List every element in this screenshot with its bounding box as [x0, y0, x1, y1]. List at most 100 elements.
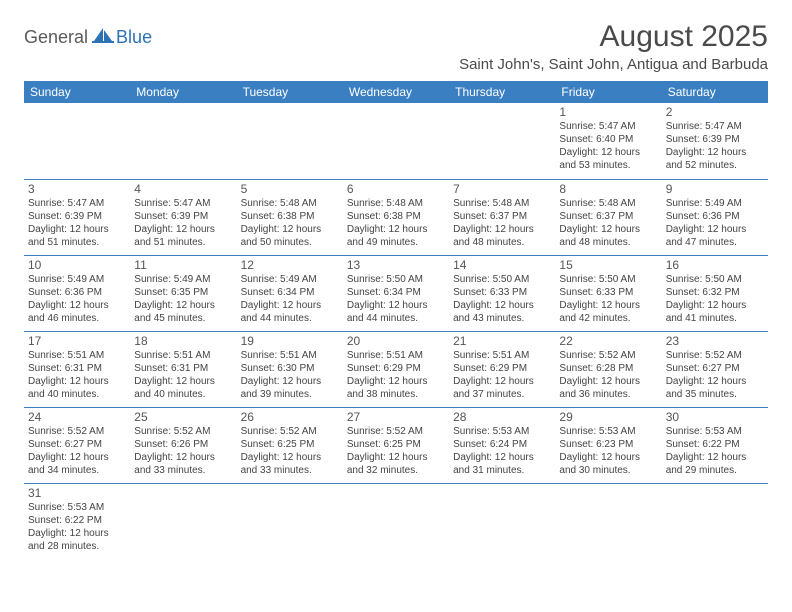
empty-cell — [237, 103, 343, 179]
day-cell: 20Sunrise: 5:51 AMSunset: 6:29 PMDayligh… — [343, 331, 449, 407]
day-info: Sunrise: 5:51 AMSunset: 6:31 PMDaylight:… — [134, 349, 232, 401]
day-number: 3 — [28, 182, 126, 196]
day-info: Sunrise: 5:49 AMSunset: 6:34 PMDaylight:… — [241, 273, 339, 325]
day-info: Sunrise: 5:47 AMSunset: 6:39 PMDaylight:… — [28, 197, 126, 249]
day-cell: 1Sunrise: 5:47 AMSunset: 6:40 PMDaylight… — [555, 103, 661, 179]
day-info: Sunrise: 5:47 AMSunset: 6:39 PMDaylight:… — [666, 120, 764, 172]
day-cell: 11Sunrise: 5:49 AMSunset: 6:35 PMDayligh… — [130, 255, 236, 331]
day-number: 8 — [559, 182, 657, 196]
day-cell: 3Sunrise: 5:47 AMSunset: 6:39 PMDaylight… — [24, 179, 130, 255]
day-cell: 17Sunrise: 5:51 AMSunset: 6:31 PMDayligh… — [24, 331, 130, 407]
logo: General Blue — [24, 20, 152, 49]
day-cell: 30Sunrise: 5:53 AMSunset: 6:22 PMDayligh… — [662, 407, 768, 483]
day-number: 19 — [241, 334, 339, 348]
day-info: Sunrise: 5:53 AMSunset: 6:22 PMDaylight:… — [28, 501, 126, 553]
day-cell: 14Sunrise: 5:50 AMSunset: 6:33 PMDayligh… — [449, 255, 555, 331]
empty-cell — [343, 103, 449, 179]
day-info: Sunrise: 5:52 AMSunset: 6:25 PMDaylight:… — [241, 425, 339, 477]
calendar-week-row: 24Sunrise: 5:52 AMSunset: 6:27 PMDayligh… — [24, 407, 768, 483]
day-info: Sunrise: 5:51 AMSunset: 6:30 PMDaylight:… — [241, 349, 339, 401]
header: General Blue August 2025 Saint John's, S… — [24, 20, 768, 73]
day-cell: 26Sunrise: 5:52 AMSunset: 6:25 PMDayligh… — [237, 407, 343, 483]
day-number: 16 — [666, 258, 764, 272]
day-cell: 16Sunrise: 5:50 AMSunset: 6:32 PMDayligh… — [662, 255, 768, 331]
day-info: Sunrise: 5:51 AMSunset: 6:29 PMDaylight:… — [453, 349, 551, 401]
day-info: Sunrise: 5:47 AMSunset: 6:40 PMDaylight:… — [559, 120, 657, 172]
day-number: 2 — [666, 105, 764, 119]
day-info: Sunrise: 5:49 AMSunset: 6:35 PMDaylight:… — [134, 273, 232, 325]
logo-text-general: General — [24, 27, 88, 48]
calendar-page: General Blue August 2025 Saint John's, S… — [0, 0, 792, 579]
day-number: 4 — [134, 182, 232, 196]
weekday-header: Wednesday — [343, 81, 449, 103]
location-subtitle: Saint John's, Saint John, Antigua and Ba… — [459, 56, 768, 73]
day-number: 11 — [134, 258, 232, 272]
day-info: Sunrise: 5:53 AMSunset: 6:24 PMDaylight:… — [453, 425, 551, 477]
day-cell: 25Sunrise: 5:52 AMSunset: 6:26 PMDayligh… — [130, 407, 236, 483]
empty-cell — [662, 483, 768, 559]
day-info: Sunrise: 5:50 AMSunset: 6:34 PMDaylight:… — [347, 273, 445, 325]
day-number: 14 — [453, 258, 551, 272]
empty-cell — [130, 483, 236, 559]
day-number: 25 — [134, 410, 232, 424]
day-info: Sunrise: 5:53 AMSunset: 6:22 PMDaylight:… — [666, 425, 764, 477]
day-info: Sunrise: 5:53 AMSunset: 6:23 PMDaylight:… — [559, 425, 657, 477]
sail-icon — [92, 26, 114, 49]
calendar-week-row: 1Sunrise: 5:47 AMSunset: 6:40 PMDaylight… — [24, 103, 768, 179]
day-number: 7 — [453, 182, 551, 196]
empty-cell — [130, 103, 236, 179]
day-info: Sunrise: 5:48 AMSunset: 6:37 PMDaylight:… — [559, 197, 657, 249]
day-number: 17 — [28, 334, 126, 348]
day-info: Sunrise: 5:52 AMSunset: 6:25 PMDaylight:… — [347, 425, 445, 477]
empty-cell — [449, 103, 555, 179]
day-cell: 28Sunrise: 5:53 AMSunset: 6:24 PMDayligh… — [449, 407, 555, 483]
day-cell: 31Sunrise: 5:53 AMSunset: 6:22 PMDayligh… — [24, 483, 130, 559]
day-number: 31 — [28, 486, 126, 500]
weekday-header: Saturday — [662, 81, 768, 103]
day-cell: 5Sunrise: 5:48 AMSunset: 6:38 PMDaylight… — [237, 179, 343, 255]
day-number: 1 — [559, 105, 657, 119]
day-info: Sunrise: 5:51 AMSunset: 6:31 PMDaylight:… — [28, 349, 126, 401]
weekday-header: Thursday — [449, 81, 555, 103]
day-number: 30 — [666, 410, 764, 424]
day-cell: 6Sunrise: 5:48 AMSunset: 6:38 PMDaylight… — [343, 179, 449, 255]
day-info: Sunrise: 5:48 AMSunset: 6:38 PMDaylight:… — [347, 197, 445, 249]
empty-cell — [24, 103, 130, 179]
day-number: 22 — [559, 334, 657, 348]
calendar-week-row: 10Sunrise: 5:49 AMSunset: 6:36 PMDayligh… — [24, 255, 768, 331]
weekday-header: Friday — [555, 81, 661, 103]
day-number: 15 — [559, 258, 657, 272]
day-number: 28 — [453, 410, 551, 424]
day-number: 12 — [241, 258, 339, 272]
day-info: Sunrise: 5:50 AMSunset: 6:33 PMDaylight:… — [559, 273, 657, 325]
day-cell: 24Sunrise: 5:52 AMSunset: 6:27 PMDayligh… — [24, 407, 130, 483]
day-info: Sunrise: 5:52 AMSunset: 6:28 PMDaylight:… — [559, 349, 657, 401]
day-info: Sunrise: 5:49 AMSunset: 6:36 PMDaylight:… — [28, 273, 126, 325]
day-cell: 2Sunrise: 5:47 AMSunset: 6:39 PMDaylight… — [662, 103, 768, 179]
day-info: Sunrise: 5:52 AMSunset: 6:27 PMDaylight:… — [666, 349, 764, 401]
calendar-week-row: 17Sunrise: 5:51 AMSunset: 6:31 PMDayligh… — [24, 331, 768, 407]
day-info: Sunrise: 5:51 AMSunset: 6:29 PMDaylight:… — [347, 349, 445, 401]
day-info: Sunrise: 5:49 AMSunset: 6:36 PMDaylight:… — [666, 197, 764, 249]
day-number: 20 — [347, 334, 445, 348]
day-number: 26 — [241, 410, 339, 424]
day-number: 18 — [134, 334, 232, 348]
day-number: 6 — [347, 182, 445, 196]
day-cell: 27Sunrise: 5:52 AMSunset: 6:25 PMDayligh… — [343, 407, 449, 483]
day-number: 13 — [347, 258, 445, 272]
weekday-header-row: SundayMondayTuesdayWednesdayThursdayFrid… — [24, 81, 768, 103]
day-info: Sunrise: 5:50 AMSunset: 6:33 PMDaylight:… — [453, 273, 551, 325]
day-cell: 18Sunrise: 5:51 AMSunset: 6:31 PMDayligh… — [130, 331, 236, 407]
logo-text-blue: Blue — [116, 27, 152, 48]
weekday-header: Sunday — [24, 81, 130, 103]
day-info: Sunrise: 5:52 AMSunset: 6:27 PMDaylight:… — [28, 425, 126, 477]
day-cell: 21Sunrise: 5:51 AMSunset: 6:29 PMDayligh… — [449, 331, 555, 407]
day-cell: 29Sunrise: 5:53 AMSunset: 6:23 PMDayligh… — [555, 407, 661, 483]
calendar-week-row: 31Sunrise: 5:53 AMSunset: 6:22 PMDayligh… — [24, 483, 768, 559]
empty-cell — [555, 483, 661, 559]
day-cell: 4Sunrise: 5:47 AMSunset: 6:39 PMDaylight… — [130, 179, 236, 255]
day-info: Sunrise: 5:50 AMSunset: 6:32 PMDaylight:… — [666, 273, 764, 325]
day-cell: 7Sunrise: 5:48 AMSunset: 6:37 PMDaylight… — [449, 179, 555, 255]
day-number: 27 — [347, 410, 445, 424]
day-info: Sunrise: 5:47 AMSunset: 6:39 PMDaylight:… — [134, 197, 232, 249]
